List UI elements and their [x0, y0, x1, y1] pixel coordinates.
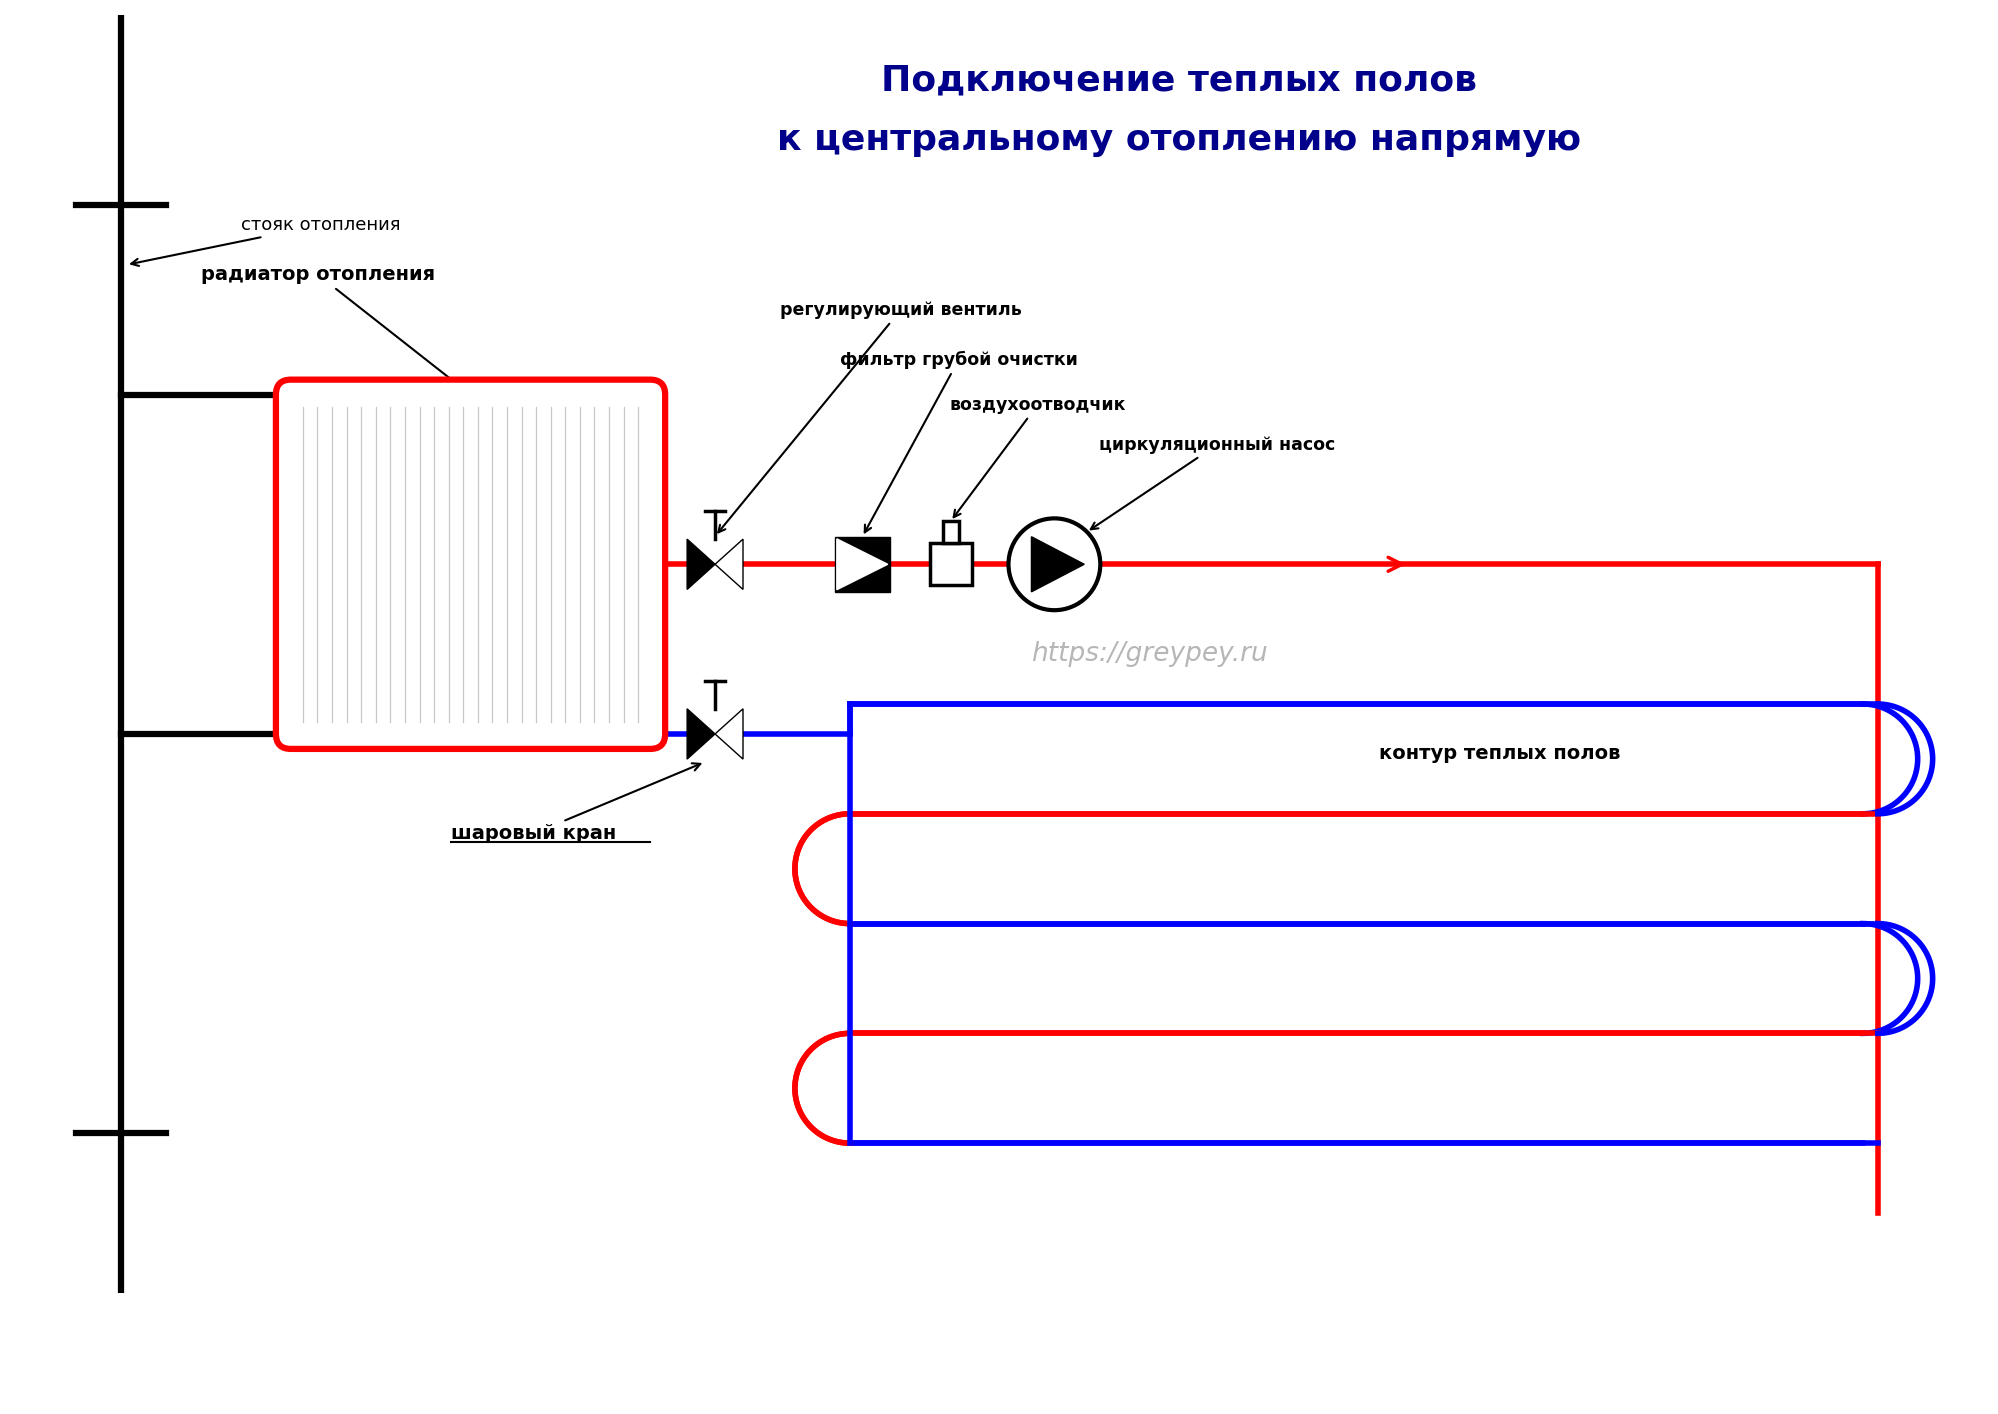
Polygon shape	[1031, 537, 1083, 592]
Bar	[943, 522, 959, 543]
Polygon shape	[687, 708, 715, 759]
Text: Подключение теплых полов: Подключение теплых полов	[881, 64, 1477, 98]
Text: регулирующий вентиль: регулирующий вентиль	[717, 301, 1021, 533]
Text: шаровый кран: шаровый кран	[450, 764, 699, 843]
Text: https://greypey.ru: https://greypey.ru	[1031, 641, 1267, 667]
Text: циркуляционный насос: циркуляционный насос	[1091, 436, 1335, 529]
Text: контур теплых полов: контур теплых полов	[1379, 744, 1620, 764]
FancyBboxPatch shape	[276, 379, 665, 749]
Polygon shape	[687, 539, 715, 590]
Text: фильтр грубой очистки: фильтр грубой очистки	[839, 351, 1077, 532]
Text: воздухоотводчик: воздухоотводчик	[949, 396, 1125, 518]
Bar	[835, 537, 889, 591]
Circle shape	[1007, 519, 1099, 611]
Text: радиатор отопления: радиатор отопления	[202, 266, 466, 392]
Text: к центральному отоплению напрямую: к центральному отоплению напрямую	[777, 123, 1580, 157]
Polygon shape	[715, 708, 743, 759]
Text: стояк отопления: стояк отопления	[132, 216, 400, 266]
Polygon shape	[715, 539, 743, 590]
Bar	[929, 543, 971, 585]
Polygon shape	[837, 539, 887, 590]
